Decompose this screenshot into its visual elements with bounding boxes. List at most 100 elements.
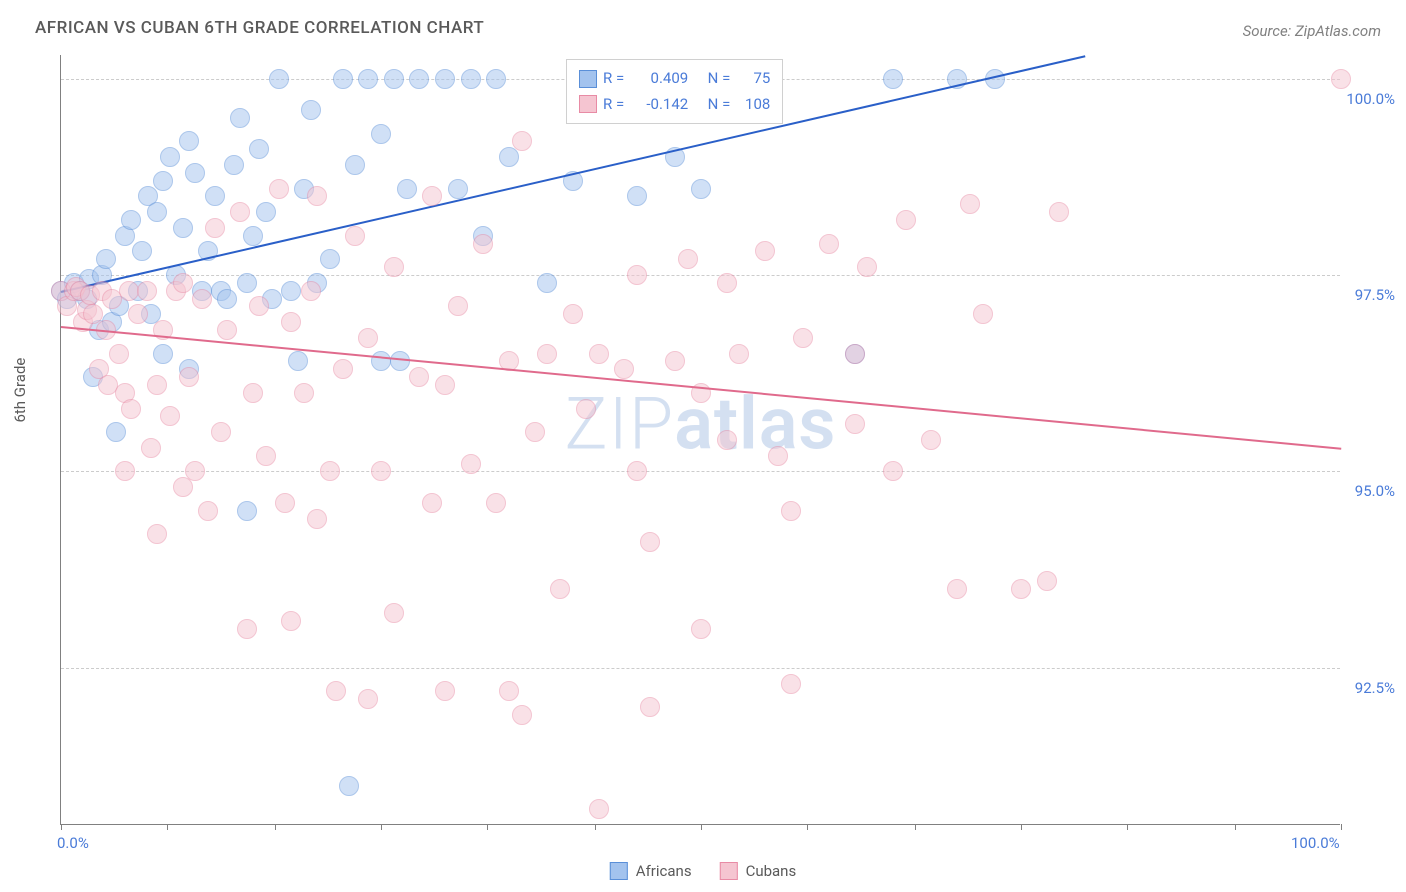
data-point xyxy=(1037,571,1057,591)
data-point xyxy=(397,179,417,199)
data-point xyxy=(883,69,903,89)
data-point xyxy=(627,265,647,285)
data-point xyxy=(793,328,813,348)
data-point xyxy=(333,359,353,379)
data-point xyxy=(237,273,257,293)
data-point xyxy=(973,304,993,324)
data-point xyxy=(243,383,263,403)
data-point xyxy=(115,461,135,481)
data-point xyxy=(121,210,141,230)
data-point xyxy=(205,186,225,206)
data-point xyxy=(819,234,839,254)
data-point xyxy=(921,430,941,450)
data-point xyxy=(269,179,289,199)
data-point xyxy=(691,619,711,639)
data-point xyxy=(678,249,698,269)
data-point xyxy=(153,171,173,191)
stats-legend-row: R = 0.409 N = 75 xyxy=(579,66,770,92)
data-point xyxy=(883,461,903,481)
data-point xyxy=(576,399,596,419)
data-point xyxy=(269,69,289,89)
data-point xyxy=(486,69,506,89)
data-point xyxy=(185,461,205,481)
stats-legend: R = 0.409 N = 75R = -0.142 N = 108 xyxy=(566,59,783,124)
data-point xyxy=(185,163,205,183)
data-point xyxy=(1331,69,1351,89)
data-point xyxy=(537,273,557,293)
data-point xyxy=(281,611,301,631)
legend-item: Cubans xyxy=(720,862,797,880)
data-point xyxy=(106,422,126,442)
y-tick-label: 97.5% xyxy=(1355,286,1395,304)
x-tick xyxy=(381,824,382,830)
stats-legend-row: R = -0.142 N = 108 xyxy=(579,92,770,118)
y-tick-label: 95.0% xyxy=(1355,482,1395,500)
data-point xyxy=(384,257,404,277)
data-point xyxy=(845,414,865,434)
data-point xyxy=(896,210,916,230)
data-point xyxy=(627,186,647,206)
chart-title: AFRICAN VS CUBAN 6TH GRADE CORRELATION C… xyxy=(35,18,484,38)
data-point xyxy=(371,351,391,371)
data-point xyxy=(281,312,301,332)
data-point xyxy=(333,69,353,89)
data-point xyxy=(160,147,180,167)
data-point xyxy=(1011,579,1031,599)
data-point xyxy=(121,399,141,419)
data-point xyxy=(768,446,788,466)
data-point xyxy=(550,579,570,599)
data-point xyxy=(211,422,231,442)
data-point xyxy=(845,344,865,364)
data-point xyxy=(537,344,557,364)
data-point xyxy=(589,799,609,819)
legend-r-value: -0.142 xyxy=(630,92,688,118)
data-point xyxy=(192,289,212,309)
data-point xyxy=(781,501,801,521)
data-point xyxy=(339,776,359,796)
data-point xyxy=(249,296,269,316)
x-tick xyxy=(167,824,168,830)
data-point xyxy=(147,524,167,544)
legend-swatch xyxy=(720,862,738,880)
x-tick xyxy=(275,824,276,830)
data-point xyxy=(345,226,365,246)
data-point xyxy=(422,493,442,513)
data-point xyxy=(448,296,468,316)
y-axis-label: 6th Grade xyxy=(11,358,29,423)
data-point xyxy=(128,304,148,324)
data-point xyxy=(461,454,481,474)
x-tick xyxy=(1021,824,1022,830)
x-tick xyxy=(61,824,62,830)
data-point xyxy=(717,273,737,293)
data-point xyxy=(137,281,157,301)
bottom-legend: AfricansCubans xyxy=(610,862,796,880)
data-point xyxy=(217,320,237,340)
data-point xyxy=(384,603,404,623)
data-point xyxy=(230,202,250,222)
data-point xyxy=(173,273,193,293)
legend-label: Cubans xyxy=(746,862,797,880)
x-tick xyxy=(487,824,488,830)
data-point xyxy=(947,579,967,599)
data-point xyxy=(422,186,442,206)
data-point xyxy=(243,226,263,246)
data-point xyxy=(256,202,276,222)
plot-area: ZIPatlas 92.5%95.0%97.5%100.0%0.0%100.0%… xyxy=(60,55,1340,825)
data-point xyxy=(384,69,404,89)
data-point xyxy=(345,155,365,175)
data-point xyxy=(781,674,801,694)
legend-n-label: N = xyxy=(708,66,731,92)
data-point xyxy=(320,461,340,481)
data-point xyxy=(525,422,545,442)
data-point xyxy=(512,131,532,151)
legend-n-label: N = xyxy=(708,92,731,118)
data-point xyxy=(147,375,167,395)
data-point xyxy=(435,681,455,701)
data-point xyxy=(173,218,193,238)
data-point xyxy=(461,69,481,89)
data-point xyxy=(640,532,660,552)
x-tick-label: 100.0% xyxy=(1291,834,1340,852)
data-point xyxy=(224,155,244,175)
data-point xyxy=(307,186,327,206)
data-point xyxy=(729,344,749,364)
